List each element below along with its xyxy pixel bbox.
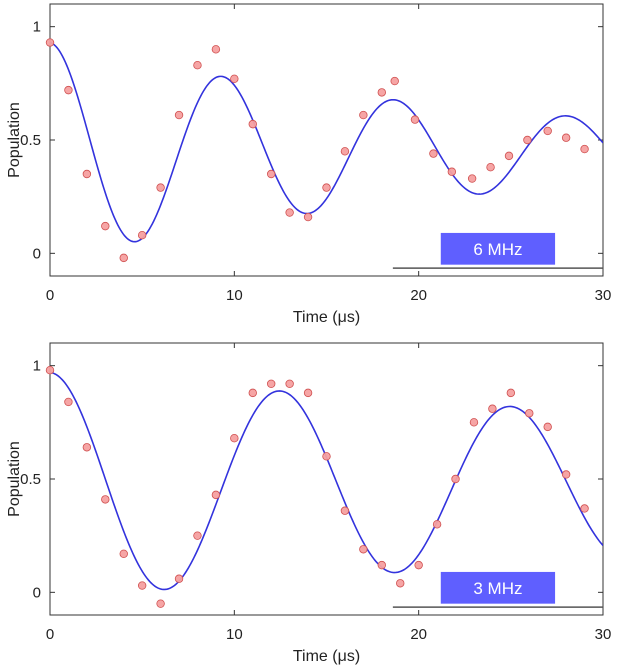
x-axis-label: Time (μs) [293, 309, 360, 326]
data-point [156, 183, 165, 192]
data-point [469, 418, 479, 427]
data-point [193, 531, 202, 540]
fit-curve [50, 41, 603, 243]
x-tick-label: 30 [595, 626, 612, 643]
data-point [174, 574, 184, 583]
frequency-box [440, 232, 556, 265]
frequency-label: 6 MHz [473, 240, 522, 259]
frequency-label: 3 MHz [473, 579, 522, 598]
x-tick-label: 20 [410, 626, 427, 643]
data-point [267, 379, 276, 388]
x-tick-label: 30 [595, 287, 612, 304]
data-point [137, 581, 147, 590]
data-point [429, 149, 438, 158]
data-point [137, 230, 147, 240]
data-point [101, 221, 110, 231]
chart-panel-bottom: 0 10 20 30 0 0.5 1 Time (μs) Population 3 MHz [6, 342, 612, 665]
data-point [64, 85, 73, 95]
data-point [267, 169, 276, 179]
x-tick-label: 10 [226, 287, 243, 304]
data-point [230, 74, 239, 83]
data-point [174, 110, 184, 120]
data-point [359, 545, 368, 554]
data-point [396, 579, 405, 588]
data-point [543, 422, 552, 432]
data-point [82, 169, 92, 179]
data-point [410, 115, 420, 124]
data-point [248, 119, 257, 129]
y-axis-label: Population [6, 102, 23, 178]
data-point [580, 144, 589, 154]
y-axis-label: Population [6, 441, 23, 517]
data-point [119, 253, 128, 263]
x-axis-label: Time (μs) [293, 648, 360, 665]
data-point [359, 110, 368, 120]
y-tick-label: 1 [33, 19, 41, 36]
frequency-box [440, 571, 556, 604]
data-point [523, 135, 532, 145]
data-point [377, 88, 386, 97]
fit-curve [50, 371, 603, 591]
data-point [64, 397, 73, 407]
data-point [101, 495, 110, 504]
data-point [303, 212, 313, 222]
data-point [119, 549, 128, 558]
chart-panel-top: 0 10 20 30 0 0.5 1 Time (μs) Population 6 MHz [6, 3, 612, 326]
x-tick-label: 20 [410, 287, 427, 304]
data-point [451, 474, 460, 484]
y-tick-label: 0 [33, 245, 41, 262]
data-point [285, 379, 294, 388]
data-point [303, 388, 313, 398]
data-point [193, 60, 202, 70]
data-point [211, 490, 221, 500]
data-point [230, 434, 239, 443]
data-point [340, 506, 350, 515]
data-point [45, 38, 55, 47]
data-point [82, 443, 92, 452]
data-point [447, 167, 457, 176]
y-tick-label: 0.5 [20, 132, 41, 149]
y-tick-label: 0.5 [20, 471, 41, 488]
data-point [561, 133, 571, 142]
x-tick-label: 0 [46, 626, 54, 643]
data-point [580, 504, 589, 513]
data-point [211, 45, 221, 54]
y-tick-label: 1 [33, 358, 41, 375]
data-point [488, 404, 497, 413]
data-point [322, 452, 331, 461]
x-tick-label: 0 [46, 287, 54, 304]
data-point [506, 388, 516, 398]
data-point [285, 208, 294, 217]
data-point [156, 599, 165, 608]
data-point [340, 147, 350, 156]
data-point [377, 560, 386, 570]
x-tick-label: 10 [226, 626, 243, 643]
data-point [45, 366, 55, 375]
data-point [248, 388, 257, 398]
data-point [414, 560, 423, 570]
data-point [561, 470, 571, 479]
data-point [390, 76, 399, 86]
y-tick-label: 0 [33, 584, 41, 601]
data-point [525, 409, 534, 418]
data-point [486, 162, 495, 172]
data-point [504, 151, 514, 161]
data-point [543, 126, 552, 136]
data-point [432, 520, 442, 529]
data-point [322, 183, 331, 192]
data-point [467, 174, 477, 183]
